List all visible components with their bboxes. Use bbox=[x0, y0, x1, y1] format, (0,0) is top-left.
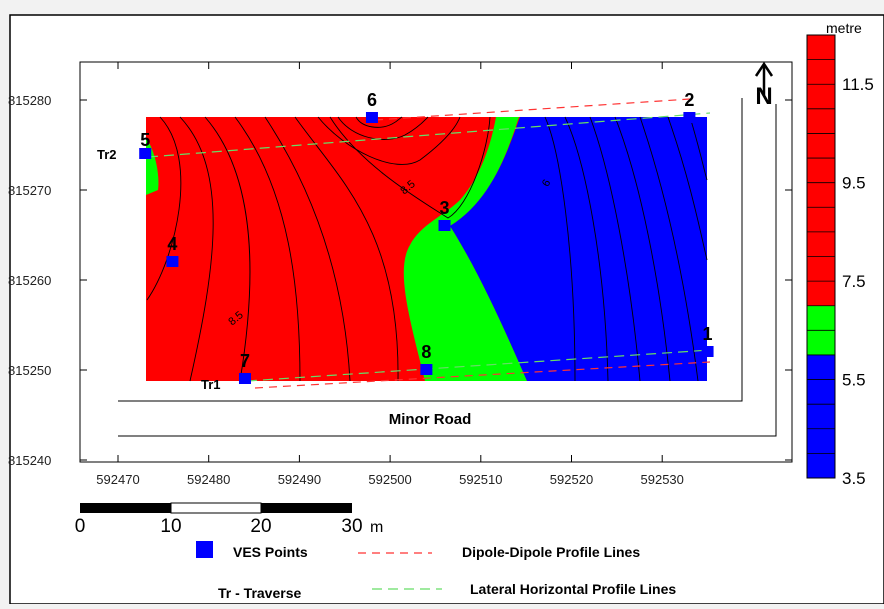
lateral-line-tr1 bbox=[246, 349, 711, 382]
y-tick-label: 815270 bbox=[8, 183, 51, 198]
x-tick-label: 592470 bbox=[96, 472, 139, 487]
lateral-line-tr2 bbox=[147, 112, 711, 158]
traverse-label-tr1: Tr1 bbox=[201, 377, 221, 392]
road-label: Minor Road bbox=[389, 411, 472, 428]
legend-tick-label: 5.5 bbox=[842, 371, 866, 390]
ves-point-label: 4 bbox=[167, 234, 177, 254]
ves-point bbox=[238, 373, 251, 384]
dipole-line-tr1 bbox=[254, 361, 711, 389]
contour-line bbox=[329, 116, 491, 219]
north-arrow-icon: N bbox=[754, 61, 774, 110]
contour-line bbox=[337, 116, 429, 140]
ves-key-symbol bbox=[196, 541, 213, 558]
contour-area: 8.5 8.5 6 bbox=[146, 116, 708, 382]
legend-band bbox=[807, 354, 835, 478]
contour-line bbox=[689, 116, 708, 181]
contour-line bbox=[667, 116, 708, 261]
contour-line bbox=[294, 116, 399, 382]
zone-low bbox=[450, 117, 707, 381]
scale-segment bbox=[261, 503, 352, 513]
contour-line bbox=[204, 116, 251, 382]
contour-line bbox=[589, 116, 641, 382]
dipole-line-tr2 bbox=[374, 98, 691, 121]
ves-points: 1 2 3 4 5 6 7 8 bbox=[139, 90, 714, 384]
ves-point-label: 1 bbox=[703, 324, 713, 344]
ves-point-label: 2 bbox=[684, 90, 694, 110]
legend-tick-label: 7.5 bbox=[842, 272, 866, 291]
contour-line bbox=[639, 116, 699, 382]
ves-key-label: VES Points bbox=[233, 544, 308, 560]
lateral-lines bbox=[147, 112, 711, 382]
dipole-lines bbox=[254, 98, 711, 389]
y-tick-label: 815260 bbox=[8, 273, 51, 288]
contour-line bbox=[264, 116, 351, 382]
scale-segment bbox=[170, 502, 262, 514]
y-tick-label: 815280 bbox=[8, 93, 51, 108]
ves-point bbox=[365, 112, 378, 123]
contour-line bbox=[564, 116, 609, 382]
traverse-key-label: Tr - Traverse bbox=[218, 585, 301, 601]
y-tick-label: 815240 bbox=[8, 453, 51, 468]
lateral-key-label: Lateral Horizontal Profile Lines bbox=[470, 581, 676, 597]
north-label: N bbox=[755, 83, 772, 110]
legend-band bbox=[807, 35, 835, 306]
traverse-label-tr2: Tr2 bbox=[97, 147, 117, 162]
scale-tick: 10 bbox=[160, 516, 181, 537]
scale-segment bbox=[80, 503, 171, 513]
legend-tick-label: 9.5 bbox=[842, 174, 866, 193]
contour-line bbox=[317, 116, 461, 165]
road-edge-inner bbox=[118, 98, 743, 402]
scale-unit: m bbox=[370, 519, 383, 536]
contour-line bbox=[146, 116, 182, 301]
contour-line bbox=[234, 116, 301, 382]
ves-point bbox=[420, 364, 433, 375]
contour-line bbox=[614, 116, 671, 382]
contour-label: 6 bbox=[540, 178, 553, 189]
ves-point bbox=[438, 220, 451, 231]
legend-frame bbox=[806, 34, 836, 479]
x-tick-label: 592490 bbox=[278, 472, 321, 487]
ves-point-label: 5 bbox=[140, 130, 150, 150]
y-tick-label: 815250 bbox=[8, 363, 51, 378]
x-tick-label: 592520 bbox=[550, 472, 593, 487]
x-tick-label: 592500 bbox=[368, 472, 411, 487]
ves-point bbox=[701, 346, 714, 357]
scale-tick: 0 bbox=[75, 516, 86, 537]
ves-point bbox=[683, 112, 696, 123]
road-lines bbox=[118, 98, 777, 437]
contour-line bbox=[355, 116, 403, 128]
scale-tick: 30 bbox=[341, 516, 362, 537]
scale-bar: 0 10 20 30 m bbox=[75, 502, 383, 537]
x-tick-label: 592530 bbox=[641, 472, 684, 487]
ves-point-label: 6 bbox=[367, 90, 377, 110]
map-key: VES Points Dipole-Dipole Profile Lines T… bbox=[196, 541, 676, 601]
scale-tick: 20 bbox=[250, 516, 271, 537]
x-axis: 592470 592480 592490 592500 592510 592520 5925… bbox=[96, 62, 684, 487]
dipole-key-label: Dipole-Dipole Profile Lines bbox=[462, 544, 640, 560]
x-tick-label: 592480 bbox=[187, 472, 230, 487]
y-axis: 815280 815270 815260 815250 815240 bbox=[8, 93, 792, 468]
ves-point bbox=[166, 256, 179, 267]
legend-tick-label: 11.5 bbox=[842, 75, 874, 94]
contour-line bbox=[179, 116, 214, 382]
contour-line bbox=[544, 116, 576, 382]
road-edge-outer bbox=[118, 104, 777, 437]
x-tick-label: 592510 bbox=[459, 472, 502, 487]
ves-point bbox=[139, 148, 152, 159]
legend-tick-label: 3.5 bbox=[842, 469, 866, 488]
ves-point-label: 3 bbox=[440, 198, 450, 218]
ves-point-label: 8 bbox=[421, 342, 431, 362]
legend-unit: metre bbox=[826, 20, 862, 36]
color-legend: 11.5 9.5 7.5 5.5 3.5 bbox=[806, 34, 874, 488]
zone-mid bbox=[403, 117, 527, 381]
ves-point-label: 7 bbox=[240, 351, 250, 371]
